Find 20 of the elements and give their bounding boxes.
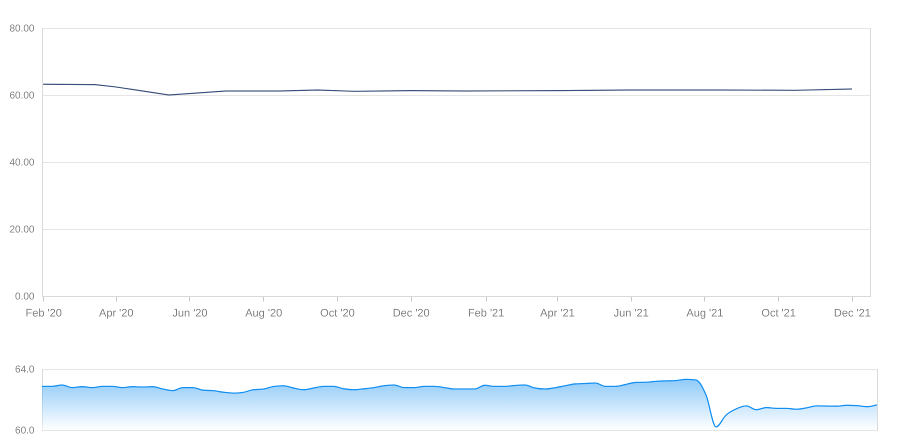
- y-tick-label: 80.00: [9, 24, 35, 34]
- x-tick-label: Oct '20: [320, 308, 355, 320]
- y-tick-label: 20.00: [9, 224, 35, 236]
- x-tick-label: Feb '21: [468, 308, 504, 320]
- line-series: [42, 84, 852, 96]
- x-tick-label: Jun '20: [172, 308, 208, 320]
- x-tick-label: Feb '20: [26, 308, 62, 320]
- x-tick-label: Aug '20: [245, 308, 282, 320]
- y-tick-label: 60.00: [9, 90, 35, 102]
- y-tick-label: 64.0: [15, 364, 35, 376]
- y-tick-label: 60.0: [15, 426, 35, 436]
- x-tick-label: Apr '21: [540, 308, 575, 320]
- x-tick-label: Apr '20: [98, 308, 134, 320]
- x-tick-label: Oct '21: [761, 308, 796, 320]
- y-tick-label: 0.00: [15, 292, 35, 302]
- x-tick-label: Aug '21: [686, 308, 724, 320]
- x-tick-label: Dec '21: [834, 308, 871, 320]
- x-tick-label: Dec '20: [392, 308, 430, 320]
- y-tick-label: 40.00: [9, 158, 35, 168]
- x-tick-label: Jun '21: [614, 308, 649, 320]
